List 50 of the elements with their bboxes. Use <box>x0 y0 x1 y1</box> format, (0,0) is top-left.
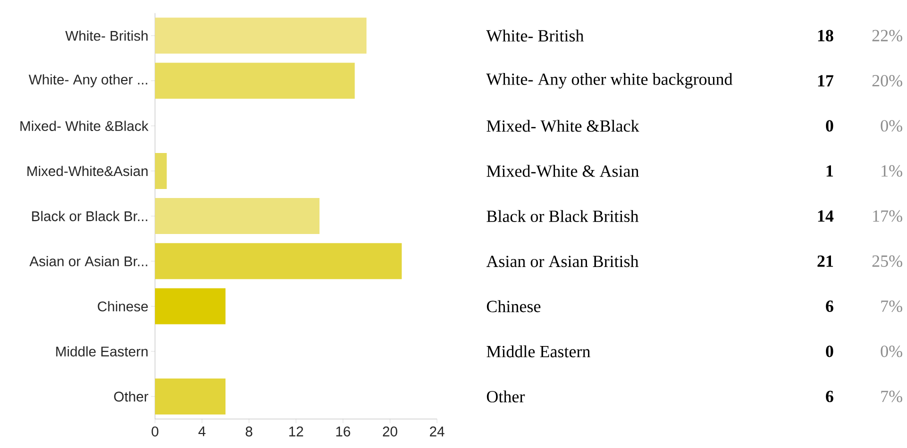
bar <box>155 288 226 324</box>
text: 17% <box>873 210 902 222</box>
text: 7% <box>881 300 902 312</box>
text: 1% <box>882 165 902 177</box>
data-label: 17 <box>818 75 834 86</box>
data-label: 1 <box>826 165 833 177</box>
x-tick-label: 16 <box>336 426 350 436</box>
text: 20% <box>872 74 902 87</box>
y-tick-label: Mixed- White &Black <box>20 120 148 132</box>
bar <box>155 62 355 99</box>
x-tick-label: 24 <box>430 426 444 436</box>
data-label: 21 <box>818 256 833 267</box>
data-label: 18 <box>818 30 834 42</box>
data-label: 0 <box>826 120 834 132</box>
y-tick-label: White- British <box>65 30 148 41</box>
text: 0% <box>880 120 902 132</box>
y-tick-label: Chinese <box>98 301 148 312</box>
data-label: 14 <box>818 210 834 222</box>
category-label: White- Any other white background <box>486 73 732 88</box>
text: 0% <box>880 346 902 358</box>
category-label: Middle Eastern <box>486 345 590 358</box>
x-tick-label: 8 <box>246 426 252 436</box>
category-label: Asian or Asian British <box>486 255 639 268</box>
bar <box>155 243 402 280</box>
bar <box>155 152 167 189</box>
x-tick-label: 20 <box>382 426 398 436</box>
y-tick-label: Other <box>114 391 148 402</box>
category-label: Mixed-White & Asian <box>486 164 639 177</box>
x-tick-label: 4 <box>198 426 206 436</box>
bar <box>155 198 320 234</box>
data-label: 6 <box>826 390 834 402</box>
x-tick-label: 12 <box>289 426 304 436</box>
text: 22% <box>872 30 902 42</box>
data-label: 6 <box>826 300 834 312</box>
x-tick-label: 0 <box>152 426 158 436</box>
category-label: White- British <box>486 30 584 42</box>
category-label: Chinese <box>486 300 540 312</box>
y-tick-label: Asian or Asian Br... <box>29 256 148 266</box>
y-tick-label: White- Any other ... <box>28 74 148 88</box>
y-tick-label: Black or Black Br... <box>32 210 148 222</box>
category-label: Black or Black British <box>486 210 639 222</box>
category-label: Mixed- White &Black <box>486 120 640 132</box>
data-label: 0 <box>826 346 834 358</box>
text: 25% <box>872 255 902 267</box>
y-tick-label: Middle Eastern <box>56 346 148 357</box>
category-label: Other <box>486 390 525 402</box>
bar <box>155 378 226 414</box>
y-tick-label: Mixed-White&Asian <box>27 166 148 176</box>
text: 7% <box>881 390 902 402</box>
bar <box>155 18 367 54</box>
